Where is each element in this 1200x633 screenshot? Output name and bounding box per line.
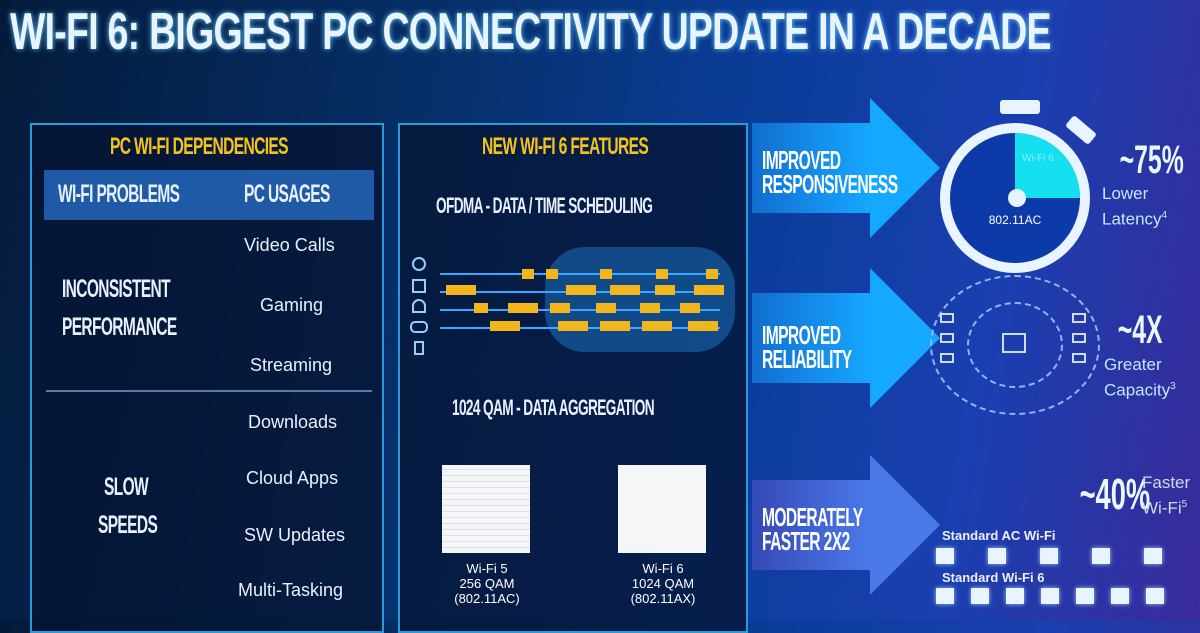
usage-item: Downloads bbox=[248, 412, 338, 432]
play-icon bbox=[412, 279, 426, 293]
latency-stat: ~75% bbox=[1119, 138, 1184, 182]
standard-ac-label: Standard AC Wi-Fi bbox=[942, 528, 1056, 543]
throughput-block bbox=[1041, 588, 1059, 604]
new-wifi6-features-panel: NEW WI-FI 6 FEATURES OFDMA - DATA / TIME… bbox=[398, 123, 748, 633]
footnote: 3 bbox=[1170, 381, 1176, 392]
standard-wifi6-label: Standard Wi-Fi 6 bbox=[942, 570, 1045, 585]
qam-256-grid bbox=[442, 465, 530, 553]
desc-line: Capacity bbox=[1104, 380, 1171, 400]
gamepad-icon bbox=[410, 321, 428, 333]
capacity-desc: Greater Capacity3 bbox=[1104, 354, 1176, 402]
headphones-icon bbox=[412, 299, 426, 313]
speed-desc: Faster Wi-Fi5 bbox=[1142, 472, 1190, 520]
desc-line: Latency bbox=[1102, 209, 1162, 229]
wifi-problems-header: WI-FI PROBLEMS bbox=[58, 180, 180, 208]
capacity-devices-icon bbox=[930, 275, 1100, 415]
pc-wifi-dependencies-panel: PC WI-FI DEPENDENCIES WI-FI PROBLEMS PC … bbox=[30, 123, 384, 633]
caption-line: Wi-Fi 5 bbox=[466, 561, 508, 576]
benefit-label: MODERATELY bbox=[762, 502, 863, 532]
footnote: 5 bbox=[1181, 499, 1188, 510]
usage-item: Multi-Tasking bbox=[238, 580, 344, 600]
usage-item: SW Updates bbox=[244, 525, 346, 545]
throughput-block bbox=[988, 548, 1006, 564]
throughput-block bbox=[1144, 548, 1162, 564]
caption-line: (802.11AX) bbox=[630, 591, 696, 606]
arrow-faster: MODERATELY FASTER 2X2 bbox=[752, 455, 942, 595]
qam-caption-wifi6: Wi-Fi 6 1024 QAM (802.11AX) bbox=[608, 561, 718, 606]
throughput-block bbox=[1040, 548, 1058, 564]
column-header-bar bbox=[44, 170, 374, 220]
problem-performance: PERFORMANCE bbox=[62, 313, 177, 341]
qam-feature: 1024 QAM - DATA AGGREGATION bbox=[452, 395, 655, 420]
desc-line: Greater bbox=[1104, 355, 1162, 374]
desc-line: Lower bbox=[1102, 184, 1149, 203]
caption-line: (802.11AC) bbox=[454, 591, 520, 606]
throughput-block bbox=[1006, 588, 1024, 604]
usage-item: Video Calls bbox=[244, 235, 335, 255]
problem-speeds: SPEEDS bbox=[98, 511, 158, 539]
benefit-label: IMPROVED bbox=[762, 320, 841, 350]
phone-icon bbox=[414, 341, 424, 355]
problem-slow: SLOW bbox=[104, 473, 149, 501]
desc-line: Wi-Fi bbox=[1142, 498, 1182, 518]
benefit-label: RELIABILITY bbox=[762, 344, 852, 374]
desc-line: Faster bbox=[1142, 473, 1191, 492]
usage-item: Gaming bbox=[260, 295, 324, 315]
usage-item: Cloud Apps bbox=[246, 468, 339, 488]
throughput-block bbox=[1076, 588, 1094, 604]
benefit-label: FASTER 2X2 bbox=[762, 526, 850, 556]
qam-1024-grid bbox=[618, 465, 706, 553]
throughput-block bbox=[936, 548, 954, 564]
caption-line: 1024 QAM bbox=[631, 576, 695, 591]
caption-line: Wi-Fi 6 bbox=[642, 561, 684, 576]
ofdma-feature: OFDMA - DATA / TIME SCHEDULING bbox=[436, 193, 653, 218]
divider bbox=[46, 390, 372, 392]
globe-icon bbox=[412, 257, 426, 271]
page-title: WI-FI 6: BIGGEST PC CONNECTIVITY UPDATE … bbox=[10, 3, 1052, 61]
arrow-reliability: IMPROVED RELIABILITY bbox=[752, 268, 942, 408]
qam-caption-wifi5: Wi-Fi 5 256 QAM (802.11AC) bbox=[432, 561, 542, 606]
benefit-label: RESPONSIVENESS bbox=[762, 169, 898, 199]
throughput-block bbox=[1111, 588, 1129, 604]
throughput-block bbox=[1092, 548, 1110, 564]
footnote: 4 bbox=[1161, 210, 1168, 221]
latency-desc: Lower Latency4 bbox=[1102, 183, 1167, 231]
throughput-block bbox=[971, 588, 989, 604]
capacity-stat: ~4X bbox=[1117, 308, 1163, 352]
throughput-block bbox=[936, 588, 954, 604]
caption-line: 256 QAM bbox=[459, 576, 515, 591]
panel-header: PC WI-FI DEPENDENCIES bbox=[110, 133, 289, 160]
arrow-responsiveness: IMPROVED RESPONSIVENESS bbox=[752, 98, 942, 238]
throughput-block bbox=[1146, 588, 1164, 604]
stopwatch-icon: Wi-Fi 6 802.11AC bbox=[938, 95, 1098, 273]
usage-item: Streaming bbox=[250, 355, 333, 375]
panel-header: NEW WI-FI 6 FEATURES bbox=[482, 133, 649, 160]
stopwatch-inner-label: Wi-Fi 6 bbox=[1022, 153, 1054, 164]
pc-usages-header: PC USAGES bbox=[244, 180, 330, 208]
benefit-label: IMPROVED bbox=[762, 145, 841, 175]
ofdma-diagram bbox=[410, 245, 740, 355]
problem-inconsistent: INCONSISTENT bbox=[62, 275, 171, 303]
stopwatch-label: 802.11AC bbox=[988, 213, 1042, 227]
speed-stat: ~40% bbox=[1079, 470, 1151, 519]
